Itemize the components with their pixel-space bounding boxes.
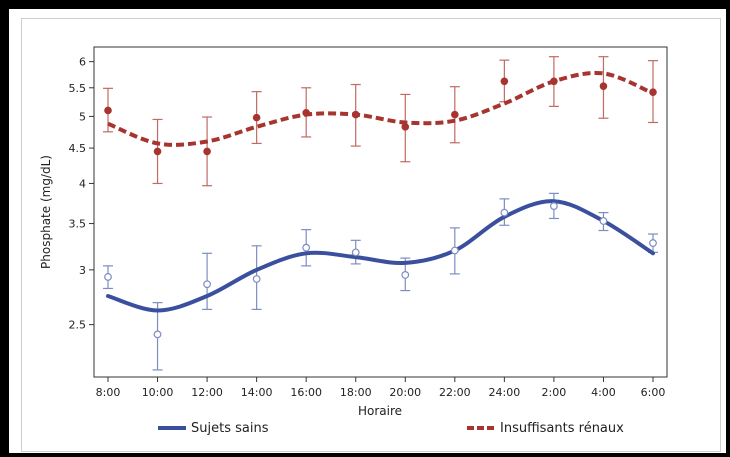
data-point — [401, 271, 410, 279]
plot-area — [93, 46, 668, 378]
y-tick-label: 4.5 — [69, 142, 87, 155]
x-tick-label: 6:00 — [641, 386, 666, 399]
y-tick-label: 6 — [79, 56, 86, 69]
data-point — [104, 106, 112, 115]
data-point — [599, 82, 608, 90]
series-sujets-sains — [103, 192, 658, 371]
data-point — [302, 243, 311, 252]
y-axis: 2.5 3 3.5 4 4.5 5 5.5 6 — [69, 56, 94, 332]
legend-label-insuffisants-renaux: Insuffisants rénaux — [500, 421, 624, 436]
x-tick-label: 4:00 — [591, 386, 616, 399]
data-point — [550, 202, 558, 210]
y-tick-label: 5 — [79, 110, 86, 123]
x-tick-label: 22:00 — [439, 386, 471, 399]
data-point — [451, 110, 459, 119]
y-tick-label: 3 — [79, 264, 86, 277]
x-tick-label: 10:00 — [142, 386, 174, 399]
data-point — [351, 110, 360, 119]
series-layer — [103, 56, 658, 371]
x-tick-label: 20:00 — [389, 386, 421, 399]
data-point — [203, 147, 211, 156]
x-tick-label: 16:00 — [290, 386, 322, 399]
x-tick-label: 2:00 — [542, 386, 567, 399]
y-tick-label: 2.5 — [69, 319, 87, 332]
data-point — [351, 248, 360, 257]
data-point — [500, 77, 509, 86]
data-point — [450, 246, 459, 255]
x-tick-label: 24:00 — [489, 386, 521, 399]
x-axis: 8:00 10:00 12:00 14:00 16:00 18:00 20:00 22:00 2… — [96, 377, 666, 399]
legend: Sujets sains Insuffisants rénaux — [158, 421, 624, 436]
data-point — [550, 77, 558, 86]
legend-label-sujets-sains: Sujets sains — [191, 421, 269, 436]
data-point — [649, 88, 657, 96]
fit-curve-insuffisants-renaux — [107, 70, 654, 147]
y-tick-label: 4 — [79, 177, 86, 190]
series-insuffisants-renaux — [103, 56, 658, 187]
data-point — [302, 109, 310, 117]
data-point — [599, 217, 608, 225]
data-point — [153, 330, 162, 339]
y-axis-title: Phosphate (mg/dL) — [39, 155, 53, 269]
data-point — [401, 123, 410, 131]
x-tick-label: 12:00 — [191, 386, 223, 399]
figure-border — [21, 18, 721, 452]
y-tick-label: 5.5 — [69, 82, 87, 95]
data-point — [649, 239, 657, 247]
data-point — [252, 113, 261, 122]
data-point — [153, 147, 162, 156]
x-tick-label: 18:00 — [340, 386, 372, 399]
fit-curve-sujets-sains — [106, 199, 655, 313]
data-point — [203, 280, 211, 289]
x-axis-title: Horaire — [358, 404, 402, 418]
x-tick-label: 14:00 — [241, 386, 273, 399]
x-tick-label: 8:00 — [96, 386, 121, 399]
y-tick-label: 3.5 — [69, 218, 87, 231]
data-point — [252, 275, 261, 283]
data-point — [104, 273, 112, 281]
data-point — [500, 208, 509, 217]
